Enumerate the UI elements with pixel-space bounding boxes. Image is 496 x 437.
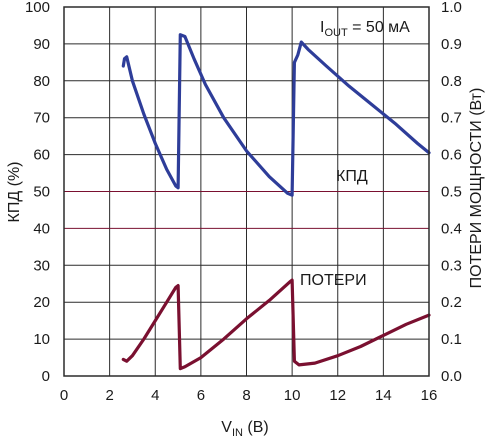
y-left-tick-label: 50 [33, 184, 50, 201]
y-right-tick-label: 1.0 [441, 0, 462, 16]
x-tick-label: 14 [375, 387, 392, 404]
y-left-tick-label: 30 [33, 257, 50, 274]
x-tick-label: 12 [329, 387, 346, 404]
y-right-tick-label: 0.3 [441, 257, 462, 274]
y-right-tick-label: 0.1 [441, 331, 462, 348]
y-left-tick-label: 40 [33, 220, 50, 237]
series-layer [121, 33, 431, 371]
x-axis-title: VIN (В) [221, 419, 268, 437]
x-tick-label: 2 [105, 387, 113, 404]
losses-series-line [121, 278, 431, 371]
y-left-tick-label: 60 [33, 147, 50, 164]
annotation-main: I [320, 19, 324, 36]
y-axis-left-title: КПД (%) [6, 162, 23, 223]
x-axis-title-main: V [221, 419, 232, 436]
y-right-tick-label: 0.2 [441, 294, 462, 311]
annotation-sub: OUT [324, 27, 348, 39]
x-axis-title-sub: IN [232, 427, 243, 437]
x-axis-title-tail: (В) [243, 419, 269, 436]
y-axis-right-title: ПОТЕРИ МОЩНОСТИ (Вт) [468, 88, 485, 289]
y-right-tick-label: 0.9 [441, 36, 462, 53]
y-left-tick-label: 90 [33, 36, 50, 53]
y-right-tick-label: 0.7 [441, 110, 462, 127]
ticks-layer: 0 2 4 6 8 10 12 14 16 0 10 20 30 40 50 60 70 80 90 100 0.0 0.… [25, 0, 462, 404]
y-left-tick-label: 80 [33, 73, 50, 90]
y-right-tick-label: 0.8 [441, 73, 462, 90]
x-tick-label: 8 [242, 387, 250, 404]
x-tick-label: 4 [151, 387, 159, 404]
plot-frame [63, 6, 430, 377]
y-right-tick-label: 0.5 [441, 184, 462, 201]
y-left-tick-label: 100 [25, 0, 50, 16]
x-tick-label: 6 [197, 387, 205, 404]
y-right-tick-label: 0.6 [441, 147, 462, 164]
x-tick-label: 0 [60, 387, 68, 404]
x-tick-label: 16 [421, 387, 438, 404]
y-left-tick-label: 0 [42, 368, 50, 385]
annotation-tail: = 50 мА [348, 19, 410, 36]
x-tick-label: 10 [284, 387, 301, 404]
y-left-tick-label: 70 [33, 110, 50, 127]
losses-series-label: ПОТЕРИ [300, 272, 367, 289]
y-right-tick-label: 0.0 [441, 368, 462, 385]
y-right-tick-label: 0.4 [441, 220, 462, 237]
efficiency-series-line [121, 33, 431, 197]
y-left-tick-label: 20 [33, 294, 50, 311]
efficiency-series-label: КПД [336, 168, 368, 185]
iout-annotation: IOUT = 50 мА [320, 19, 410, 39]
y-left-tick-label: 10 [33, 331, 50, 348]
